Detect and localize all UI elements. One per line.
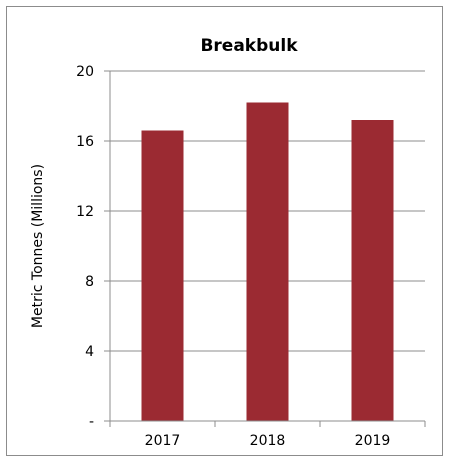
- y-tick-label: 8: [85, 274, 94, 290]
- x-tick-label: 2019: [355, 433, 391, 449]
- y-tick-label: 12: [76, 204, 94, 220]
- bars: [141, 102, 394, 421]
- y-tick-label: 16: [76, 134, 94, 150]
- x-tick-labels: 2017 2018 2019: [145, 433, 391, 449]
- chart-title: Breakbulk: [200, 36, 298, 56]
- y-tick-label: 4: [85, 344, 94, 360]
- bar-2018: [246, 102, 289, 421]
- axes: [104, 71, 426, 427]
- y-tick-label: 20: [76, 64, 94, 80]
- x-tick-label: 2017: [145, 433, 181, 449]
- bar-2019: [351, 120, 394, 421]
- bar-2017: [141, 130, 184, 421]
- y-tick-labels: - 4 8 12 16 20: [76, 64, 94, 430]
- y-tick-label: -: [89, 414, 94, 430]
- x-tick-label: 2018: [250, 433, 286, 449]
- y-axis-label: Metric Tonnes (Millions): [30, 164, 46, 328]
